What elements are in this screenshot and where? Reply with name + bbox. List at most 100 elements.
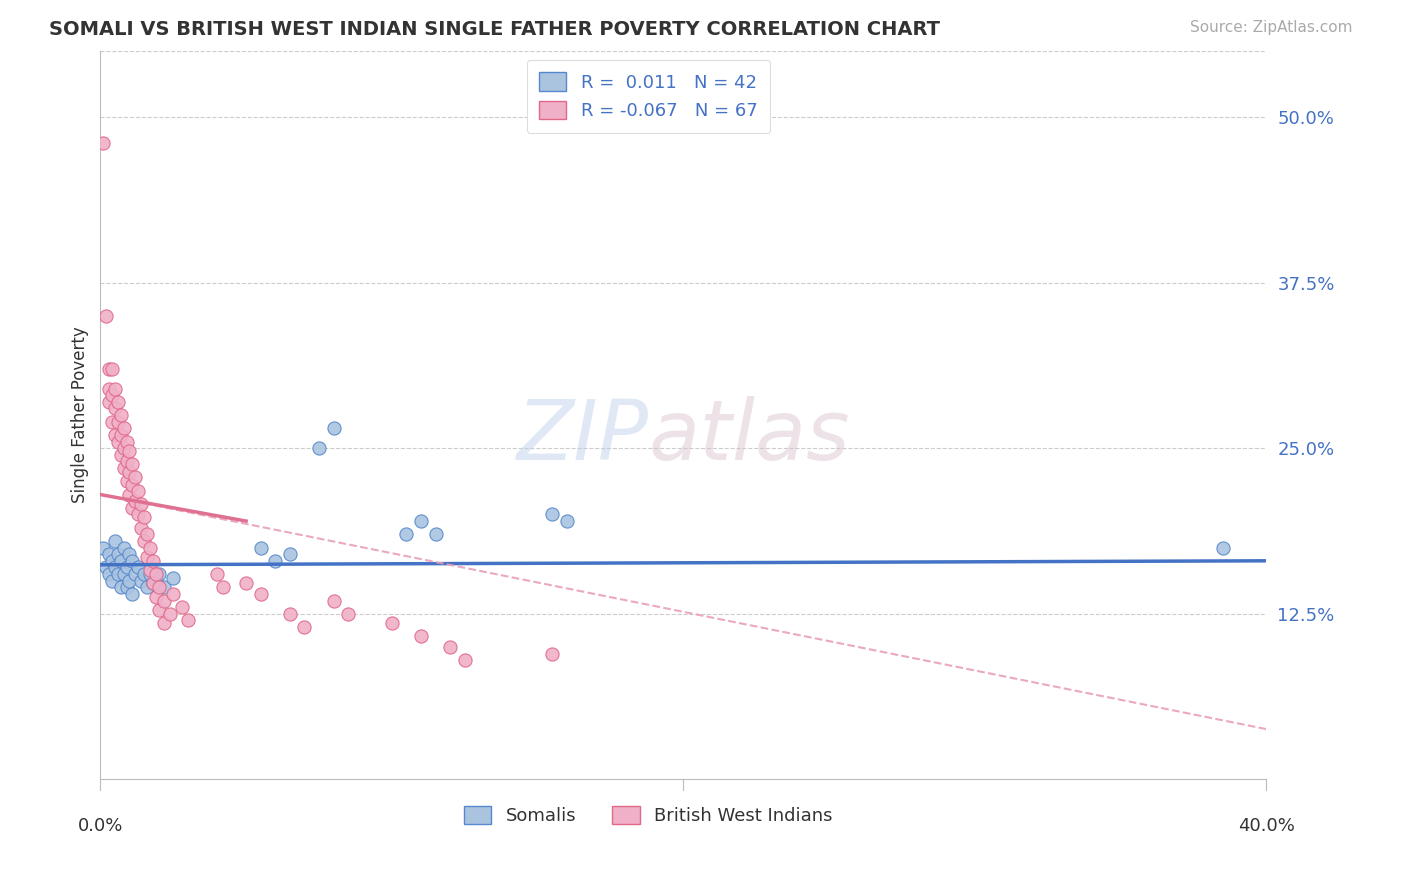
Point [110,554,132,568]
Point [249,541,271,555]
Point [145,567,167,582]
Point [409,514,432,528]
Point [205,567,228,582]
Point [118,574,141,588]
Point [541,647,564,661]
Legend: Somalis, British West Indians: Somalis, British West Indians [453,795,844,836]
Point [104,382,127,396]
Point [115,434,138,449]
Point [139,567,162,582]
Point [112,421,135,435]
Point [96,309,118,323]
Point [98,567,121,582]
Point [101,388,124,402]
Text: atlas: atlas [648,396,851,477]
Point [115,560,138,574]
Point [145,574,167,588]
Point [98,382,121,396]
Point [112,541,135,555]
Point [107,394,129,409]
Point [115,580,138,594]
Point [142,576,165,591]
Point [112,441,135,455]
Point [127,560,149,574]
Point [153,616,176,631]
Point [101,574,124,588]
Point [121,587,143,601]
Point [121,554,143,568]
Point [107,434,129,449]
Point [136,549,159,564]
Point [121,500,143,515]
Point [409,629,432,643]
Point [127,508,149,522]
Point [142,576,165,591]
Point [129,497,152,511]
Point [112,567,135,582]
Point [107,547,129,561]
Point [162,571,184,585]
Point [115,475,138,489]
Point [136,580,159,594]
Point [278,547,301,561]
Point [98,361,121,376]
Point [148,567,170,582]
Point [101,554,124,568]
Point [104,401,127,416]
Point [211,580,233,594]
Point [110,428,132,442]
Point [129,574,152,588]
Point [337,607,360,621]
Point [127,483,149,498]
Point [159,607,181,621]
Point [104,560,127,574]
Point [139,541,162,555]
Point [129,521,152,535]
Point [118,465,141,479]
Point [395,527,418,541]
Point [292,620,315,634]
Point [101,361,124,376]
Point [439,640,461,654]
Point [308,441,330,455]
Point [115,454,138,468]
Point [121,457,143,471]
Point [555,514,578,528]
Point [278,607,301,621]
Point [381,616,404,631]
Text: Source: ZipAtlas.com: Source: ZipAtlas.com [1189,20,1353,35]
Point [124,470,146,484]
Text: 40.0%: 40.0% [1237,816,1295,835]
Point [118,487,141,501]
Point [249,587,271,601]
Point [454,653,477,667]
Y-axis label: Single Father Poverty: Single Father Poverty [72,326,89,503]
Point [91,541,114,555]
Point [148,580,170,594]
Point [91,136,114,151]
Point [264,554,287,568]
Text: SOMALI VS BRITISH WEST INDIAN SINGLE FATHER POVERTY CORRELATION CHART: SOMALI VS BRITISH WEST INDIAN SINGLE FAT… [49,20,941,38]
Point [118,547,141,561]
Point [132,533,155,548]
Point [170,600,193,615]
Point [107,415,129,429]
Point [110,448,132,462]
Point [322,421,344,435]
Point [132,510,155,524]
Point [148,603,170,617]
Point [177,614,200,628]
Point [139,563,162,577]
Point [104,533,127,548]
Point [132,567,155,582]
Point [1212,541,1234,555]
Text: ZIP: ZIP [516,396,648,477]
Point [162,587,184,601]
Point [110,408,132,422]
Point [142,554,165,568]
Point [107,567,129,582]
Point [96,560,118,574]
Point [121,478,143,492]
Point [235,576,257,591]
Point [98,394,121,409]
